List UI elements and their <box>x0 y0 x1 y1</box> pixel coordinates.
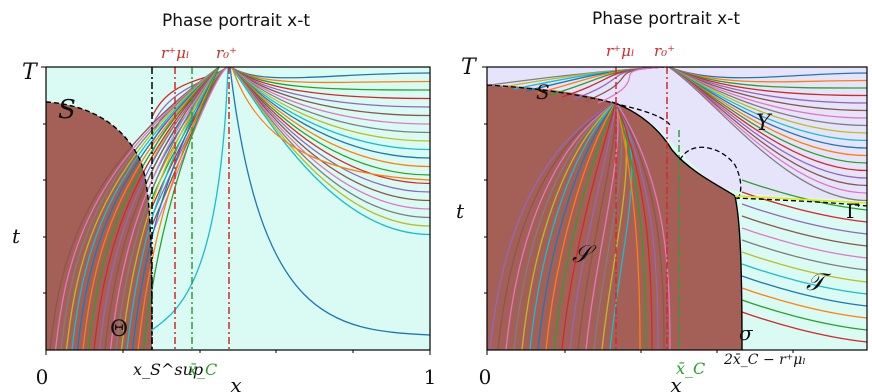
right-trajectory-tau <box>741 299 867 331</box>
left-trajectories <box>49 67 430 350</box>
right-gamma-yellow <box>734 195 867 204</box>
right-region-boundary <box>611 101 743 350</box>
right-T-label: T <box>461 55 478 80</box>
right-trajectory-top <box>668 67 867 202</box>
right-phase-portrait: Phase portrait x-t 0 x t T r⁺μₗ r <box>456 9 868 392</box>
left-trajectory-left <box>76 67 220 350</box>
left-trajectory-left <box>131 67 220 350</box>
right-region-S-top-label: S <box>536 80 550 104</box>
right-xC-label: x̄_C <box>676 359 705 378</box>
right-trajectory-center <box>615 101 653 350</box>
right-region-Upsilon-label: Υ <box>756 111 773 136</box>
left-trajectory-right <box>230 67 430 117</box>
left-title: Phase portrait x-t <box>162 11 310 31</box>
right-trajectory-left <box>505 101 617 350</box>
left-region-S-label: S <box>58 95 76 125</box>
right-x-axis-label: x <box>670 373 681 392</box>
right-title: Phase portrait x-t <box>592 9 740 29</box>
left-ticks <box>41 66 431 355</box>
left-trajectory-left <box>54 67 220 350</box>
right-trajectory-center <box>615 101 671 350</box>
left-trajectory-left <box>115 67 220 350</box>
right-trajectory-tau <box>741 263 867 295</box>
right-trajectory-center <box>615 101 647 350</box>
left-trajectory-orange <box>231 67 430 181</box>
right-trajectory-tau <box>741 275 867 307</box>
left-x-axis-label: x <box>230 373 241 392</box>
right-trajectory-tau <box>741 179 867 211</box>
right-trajectory-tau <box>741 287 867 319</box>
right-trajectory-center <box>615 101 665 350</box>
left-rmu-label: r⁺μₗ <box>161 44 189 62</box>
left-x-tick-0: 0 <box>36 365 49 389</box>
right-x-tick-0: 0 <box>479 365 492 389</box>
right-trajectory-left <box>553 101 617 350</box>
left-trajectory-left <box>137 67 220 350</box>
left-trajectory-right <box>230 67 430 108</box>
left-region-Theta-label: Θ <box>110 317 128 342</box>
left-trajectory-left <box>126 67 220 350</box>
right-trajectory-center <box>615 101 659 350</box>
left-x-tick-1: 1 <box>424 365 437 389</box>
right-region-sigma-label: σ <box>739 321 754 345</box>
right-region-Gamma-label: Γ <box>846 199 860 223</box>
right-trajectory-tau <box>741 311 867 343</box>
left-t-axis-label: t <box>12 224 21 248</box>
right-upsilon-region <box>487 67 867 200</box>
right-trajectory-tau <box>741 191 867 223</box>
right-trajectory-left <box>585 101 619 350</box>
right-trajectory-tau <box>741 239 867 271</box>
right-trajectory-left <box>545 101 617 350</box>
left-trajectory-right <box>230 67 430 236</box>
left-trajectory-left <box>104 67 220 350</box>
right-trajectory-left <box>561 101 617 350</box>
right-trajectory-left <box>529 101 617 350</box>
right-trajectory-tau <box>741 215 867 247</box>
right-t-axis-label: t <box>456 199 465 223</box>
right-trajectory-tau <box>741 251 867 283</box>
right-axes-frame <box>486 66 868 351</box>
left-xS-label: x_S^sup <box>133 360 203 379</box>
right-trajectory-left <box>569 101 617 350</box>
left-trajectory-left <box>82 67 220 350</box>
right-ticks <box>482 66 794 355</box>
left-r0-label: r₀⁺ <box>216 44 237 62</box>
left-trajectory-low <box>229 67 430 336</box>
right-trajectory-center <box>615 101 641 350</box>
right-trajectory-tau <box>741 227 867 259</box>
left-trajectory-left <box>60 67 220 350</box>
left-trajectory-left <box>49 67 220 350</box>
right-2xC-label: 2x̄_C − r⁺μₗ <box>723 352 806 368</box>
left-trajectory-left <box>93 67 220 350</box>
left-trajectory-left <box>142 67 220 350</box>
right-rmu-label: r⁺μₗ <box>606 42 634 60</box>
left-trajectory-left <box>65 67 220 350</box>
left-xC-label: x̄_C <box>188 360 217 379</box>
right-trajectory-left <box>497 101 617 350</box>
left-trajectory-low <box>151 67 229 331</box>
left-trajectory-left <box>71 67 220 350</box>
right-trajectory-left <box>489 101 617 350</box>
right-trajectory-tau <box>741 203 867 235</box>
right-trajectories <box>489 67 867 350</box>
left-phase-portrait: Phase portrait x-t 0 1 x t T r⁺μₗ r₀⁺ x_ <box>12 11 436 392</box>
left-trajectory-left <box>109 67 220 350</box>
left-T-label: T <box>22 60 39 85</box>
left-region-boundary <box>46 101 153 350</box>
right-r0-label: r₀⁺ <box>654 42 675 60</box>
right-trajectory-left <box>513 101 617 350</box>
right-trajectory-upper <box>597 67 665 104</box>
left-axes-frame <box>45 66 431 351</box>
left-trajectory-left <box>87 67 220 350</box>
left-trajectory-left <box>98 67 220 350</box>
right-trajectory-left <box>521 101 617 350</box>
right-trajectory-left <box>537 101 617 350</box>
